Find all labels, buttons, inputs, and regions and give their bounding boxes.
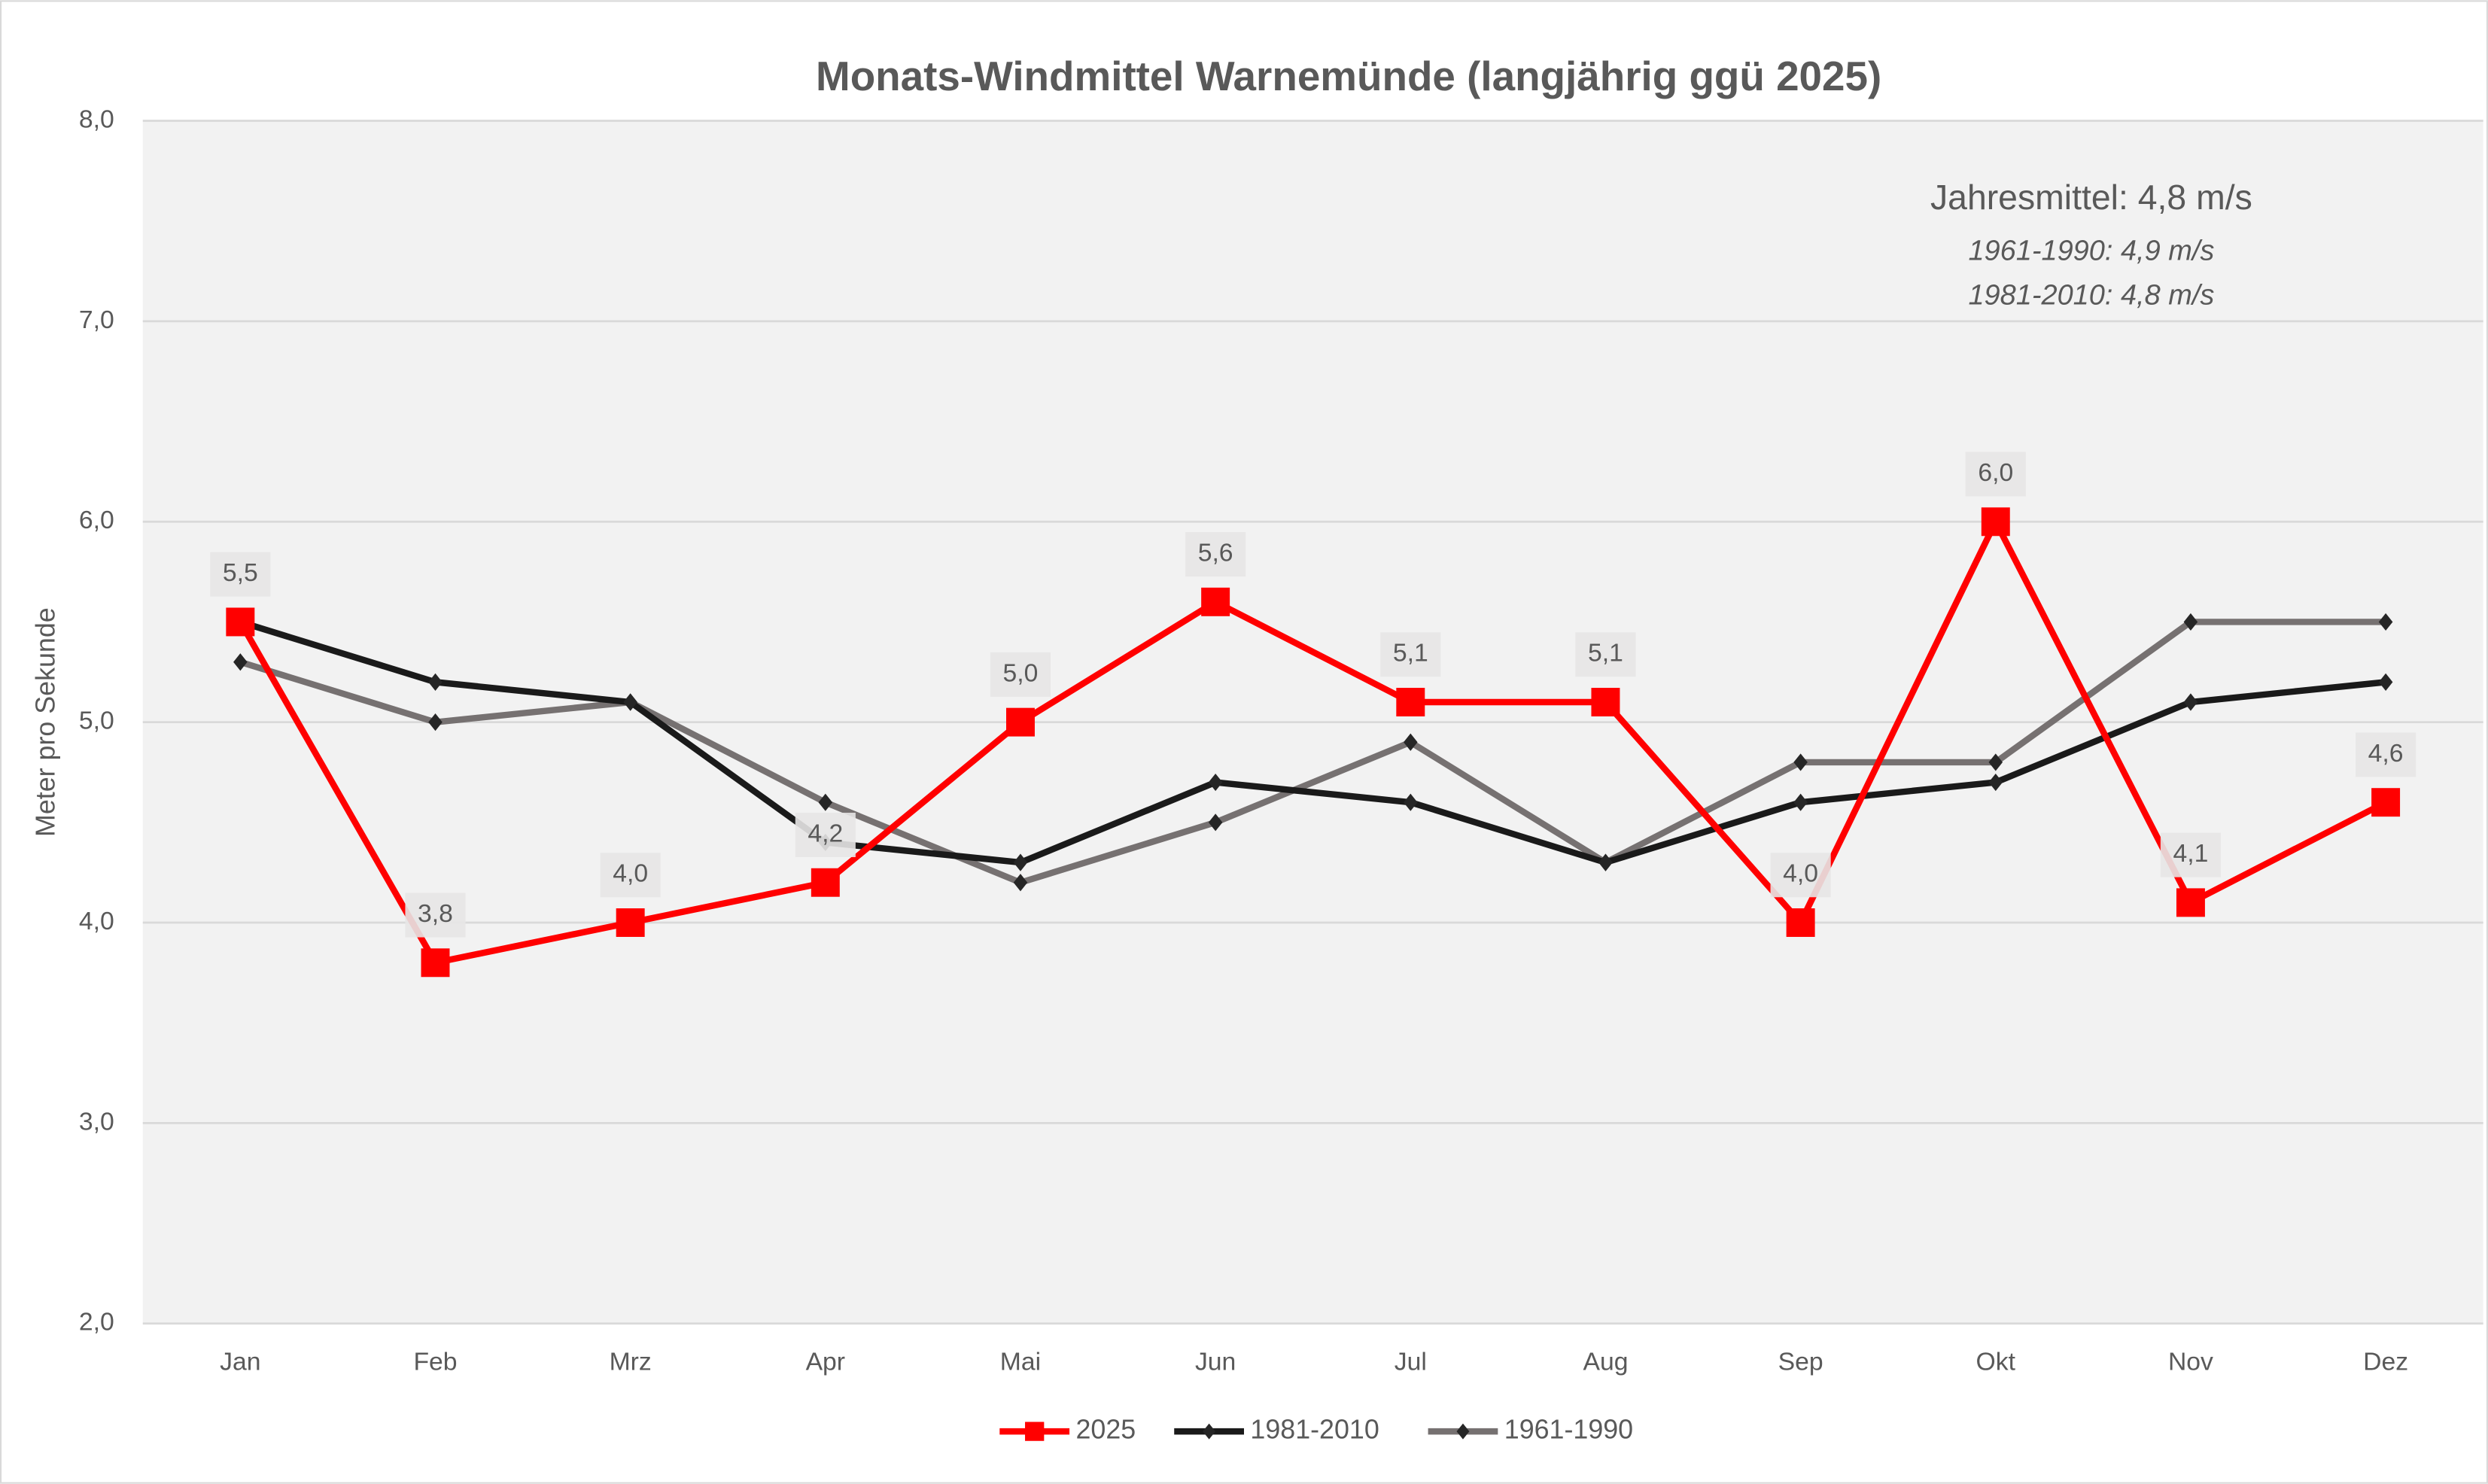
annotation: 1961-1990: 4,9 m/s <box>1968 236 2214 267</box>
data-point <box>1786 908 1815 937</box>
data-point <box>623 693 637 711</box>
data-point <box>421 948 450 978</box>
y-axis-label: Meter pro Sekunde <box>31 607 61 837</box>
legend-marker <box>1025 1422 1045 1441</box>
data-label: 5,0 <box>1003 658 1039 687</box>
data-point <box>1396 688 1425 716</box>
data-point <box>2378 673 2393 691</box>
y-tick-label: 2,0 <box>79 1308 114 1337</box>
data-label: 4,0 <box>1783 859 1818 888</box>
data-label-box <box>405 893 466 938</box>
data-label: 4,0 <box>613 859 648 888</box>
data-label: 4,6 <box>2368 739 2404 768</box>
data-point <box>811 868 840 897</box>
x-tick-label: Mai <box>1000 1347 1041 1376</box>
data-point <box>1981 507 2010 537</box>
annotation: Jahresmittel: 4,8 m/s <box>1930 178 2252 217</box>
data-point <box>818 793 833 811</box>
data-point <box>1988 753 2003 771</box>
annotation: 1981-2010: 4,8 m/s <box>1968 280 2214 312</box>
data-label: 5,1 <box>1393 639 1428 667</box>
x-tick-label: Dez <box>2363 1347 2408 1376</box>
x-tick-label: Sep <box>1778 1347 1823 1376</box>
data-point <box>2371 788 2401 817</box>
x-tick-label: Aug <box>1583 1347 1628 1376</box>
data-point <box>1793 793 1808 811</box>
data-point <box>1591 688 1620 716</box>
data-point <box>1201 587 1230 616</box>
series-line <box>239 619 2386 866</box>
data-label: 5,1 <box>1588 639 1623 667</box>
legend-label: 2025 <box>1076 1415 1136 1445</box>
y-tick-label: 8,0 <box>79 105 114 133</box>
x-tick-label: Mrz <box>610 1347 652 1376</box>
data-label-box <box>600 853 661 898</box>
data-label-box <box>2160 832 2221 877</box>
series-line <box>237 518 2388 966</box>
data-label: 6,0 <box>1978 458 2013 487</box>
data-label-box <box>1770 853 1831 898</box>
data-point <box>616 908 645 937</box>
legend-label: 1961-1990 <box>1504 1415 1633 1445</box>
y-tick-label: 3,0 <box>79 1107 114 1136</box>
data-label: 3,8 <box>418 899 453 928</box>
y-tick-label: 5,0 <box>79 707 114 735</box>
x-tick-label: Nov <box>2168 1347 2213 1376</box>
data-point <box>1404 733 1418 751</box>
data-label-box <box>2356 732 2417 777</box>
data-point <box>2378 613 2393 631</box>
data-label-box <box>1965 452 2026 497</box>
data-point <box>1013 874 1028 892</box>
data-point <box>1598 853 1613 871</box>
data-label: 4,1 <box>2173 839 2208 868</box>
x-tick-label: Feb <box>413 1347 457 1376</box>
data-point <box>1006 707 1035 737</box>
data-label: 4,2 <box>808 819 843 847</box>
data-point <box>233 653 248 671</box>
x-tick-label: Jan <box>220 1347 260 1376</box>
x-tick-label: Jun <box>1195 1347 1236 1376</box>
data-point <box>1404 793 1418 811</box>
y-tick-label: 7,0 <box>79 306 114 334</box>
data-label-box <box>210 552 271 597</box>
legend-label: 1981-2010 <box>1250 1415 1379 1445</box>
data-label: 5,5 <box>223 558 258 587</box>
x-tick-label: Jul <box>1395 1347 1427 1376</box>
series-line <box>239 619 2386 886</box>
data-point <box>1793 753 1808 771</box>
data-label-box <box>1380 632 1441 677</box>
data-label-box <box>990 652 1051 697</box>
chart-title: Monats-Windmittel Warnemünde (langjährig… <box>816 53 1881 99</box>
data-label-box <box>1575 632 1636 677</box>
y-tick-label: 4,0 <box>79 907 114 935</box>
data-label: 5,6 <box>1198 538 1233 567</box>
y-tick-label: 6,0 <box>79 506 114 534</box>
data-label-box <box>1185 532 1246 577</box>
data-point <box>2176 888 2205 917</box>
x-tick-label: Okt <box>1976 1347 2016 1376</box>
data-label-box <box>795 812 856 858</box>
x-tick-label: Apr <box>806 1347 845 1376</box>
data-point <box>226 607 255 637</box>
